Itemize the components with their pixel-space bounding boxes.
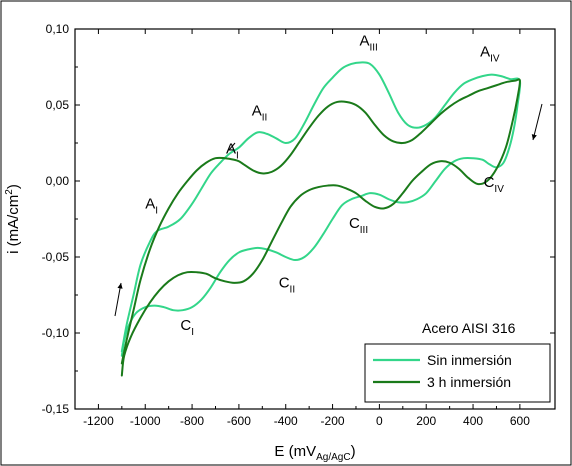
x-tick-label: 0 — [376, 414, 383, 428]
peak-label: CIII — [349, 215, 368, 236]
x-tick-label: 200 — [416, 414, 436, 428]
peak-label: AIII — [359, 33, 377, 54]
peak-label: CI — [180, 317, 194, 338]
x-tick-label: -1200 — [83, 414, 114, 428]
x-axis-title: E (mVAg/AgC) — [274, 443, 355, 463]
series-line-3h-inmersion — [120, 78, 521, 377]
series-line-sin-inmersion — [120, 61, 522, 357]
peak-label: AIV — [480, 43, 500, 64]
legend: Acero AISI 316 Sin inmersión 3 h inmersión — [364, 320, 551, 403]
legend-title: Acero AISI 316 — [422, 320, 516, 336]
y-axis-title: i (mA/cm2) — [4, 184, 22, 254]
sweep-arrow-up-icon — [114, 282, 123, 317]
x-tick-label: -200 — [321, 414, 345, 428]
label-pointer — [228, 142, 236, 151]
y-tick-label: 0,10 — [46, 22, 70, 36]
y-tick-label: -0,05 — [42, 250, 70, 264]
peak-label: AI — [226, 141, 239, 162]
sweep-arrow-down-icon — [531, 103, 543, 141]
legend-box — [364, 343, 551, 403]
x-tick-label: -800 — [180, 414, 204, 428]
peak-label: AII — [252, 103, 268, 124]
legend-label: 3 h inmersión — [427, 374, 511, 390]
series-layer — [120, 61, 522, 377]
y-tick-label: 0,05 — [46, 98, 70, 112]
y-tick-label: -0,10 — [42, 326, 70, 340]
peak-label: CII — [279, 274, 295, 295]
x-tick-label: 400 — [463, 414, 483, 428]
peak-label: CIV — [484, 174, 505, 195]
peak-label: AI — [145, 195, 158, 216]
x-tick-label: 600 — [510, 414, 530, 428]
x-tick-label: -600 — [227, 414, 251, 428]
y-tick-label: 0,00 — [46, 174, 70, 188]
x-tick-label: -400 — [274, 414, 298, 428]
legend-label: Sin inmersión — [427, 352, 512, 368]
annotation-layer: AI AI AII AIII AIV CI CII CIII CIV — [114, 33, 543, 338]
x-tick-label: -1000 — [130, 414, 161, 428]
y-tick-label: -0,15 — [42, 402, 70, 416]
